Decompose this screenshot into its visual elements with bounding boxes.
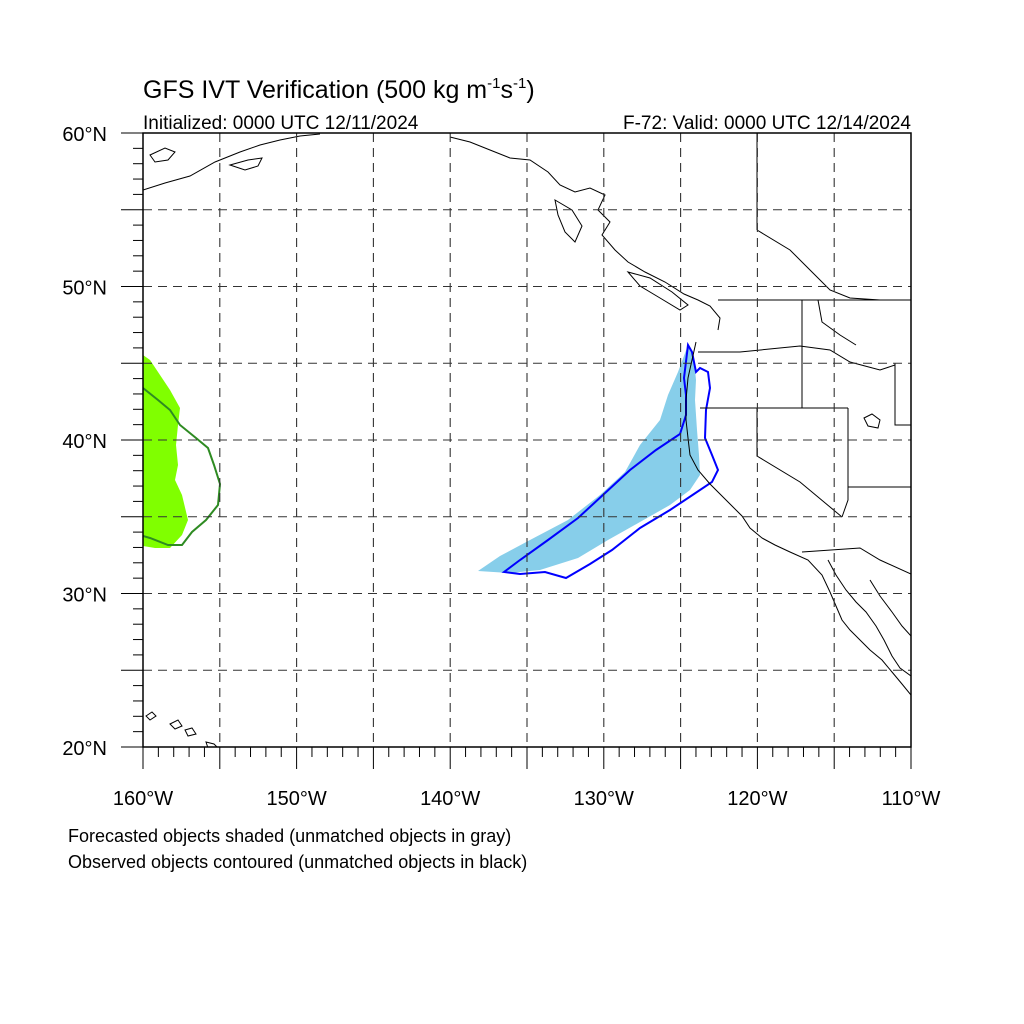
lat-tick-label: 20°N <box>62 738 107 760</box>
lat-tick-label: 50°N <box>62 278 107 300</box>
lat-tick-label: 40°N <box>62 431 107 453</box>
graticule <box>143 133 911 747</box>
axis-ticks <box>121 132 912 769</box>
lat-tick-label: 30°N <box>62 585 107 607</box>
legend-note-forecast: Forecasted objects shaded (unmatched obj… <box>68 826 512 846</box>
valid-time-label: F-72: Valid: 0000 UTC 12/14/2024 <box>623 113 911 134</box>
forecast-object-pacific-blue <box>478 345 700 573</box>
coastlines <box>143 133 911 747</box>
lon-tick-label: 140°W <box>420 788 480 810</box>
lat-tick-label: 60°N <box>62 124 107 146</box>
political-borders <box>698 133 911 575</box>
latitude-labels: 60°N 50°N 40°N 30°N 20°N <box>62 124 107 760</box>
map-area <box>143 133 911 747</box>
figure-title: GFS IVT Verification (500 kg m-1s-1) <box>143 75 535 104</box>
lon-tick-label: 110°W <box>882 788 941 810</box>
lon-tick-label: 160°W <box>113 788 173 810</box>
lon-tick-label: 120°W <box>727 788 787 810</box>
lon-tick-label: 130°W <box>574 788 634 810</box>
forecast-object-hawaii-green <box>143 355 188 548</box>
legend-note-observed: Observed objects contoured (unmatched ob… <box>68 852 528 872</box>
longitude-labels: 160°W 150°W 140°W 130°W 120°W 110°W <box>113 788 941 810</box>
init-time-label: Initialized: 0000 UTC 12/11/2024 <box>143 113 419 134</box>
lon-tick-label: 150°W <box>266 788 326 810</box>
observed-contour-pacific-blue <box>501 341 720 580</box>
